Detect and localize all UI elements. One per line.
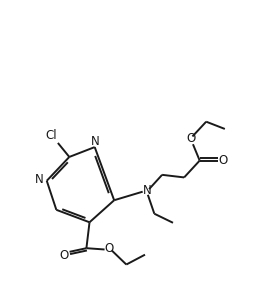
Text: O: O xyxy=(105,242,114,255)
Text: N: N xyxy=(35,173,43,186)
Text: O: O xyxy=(186,131,195,144)
Text: O: O xyxy=(219,153,228,166)
Text: N: N xyxy=(91,135,100,148)
Text: N: N xyxy=(143,184,152,197)
Text: Cl: Cl xyxy=(45,129,57,142)
Text: O: O xyxy=(59,249,68,262)
